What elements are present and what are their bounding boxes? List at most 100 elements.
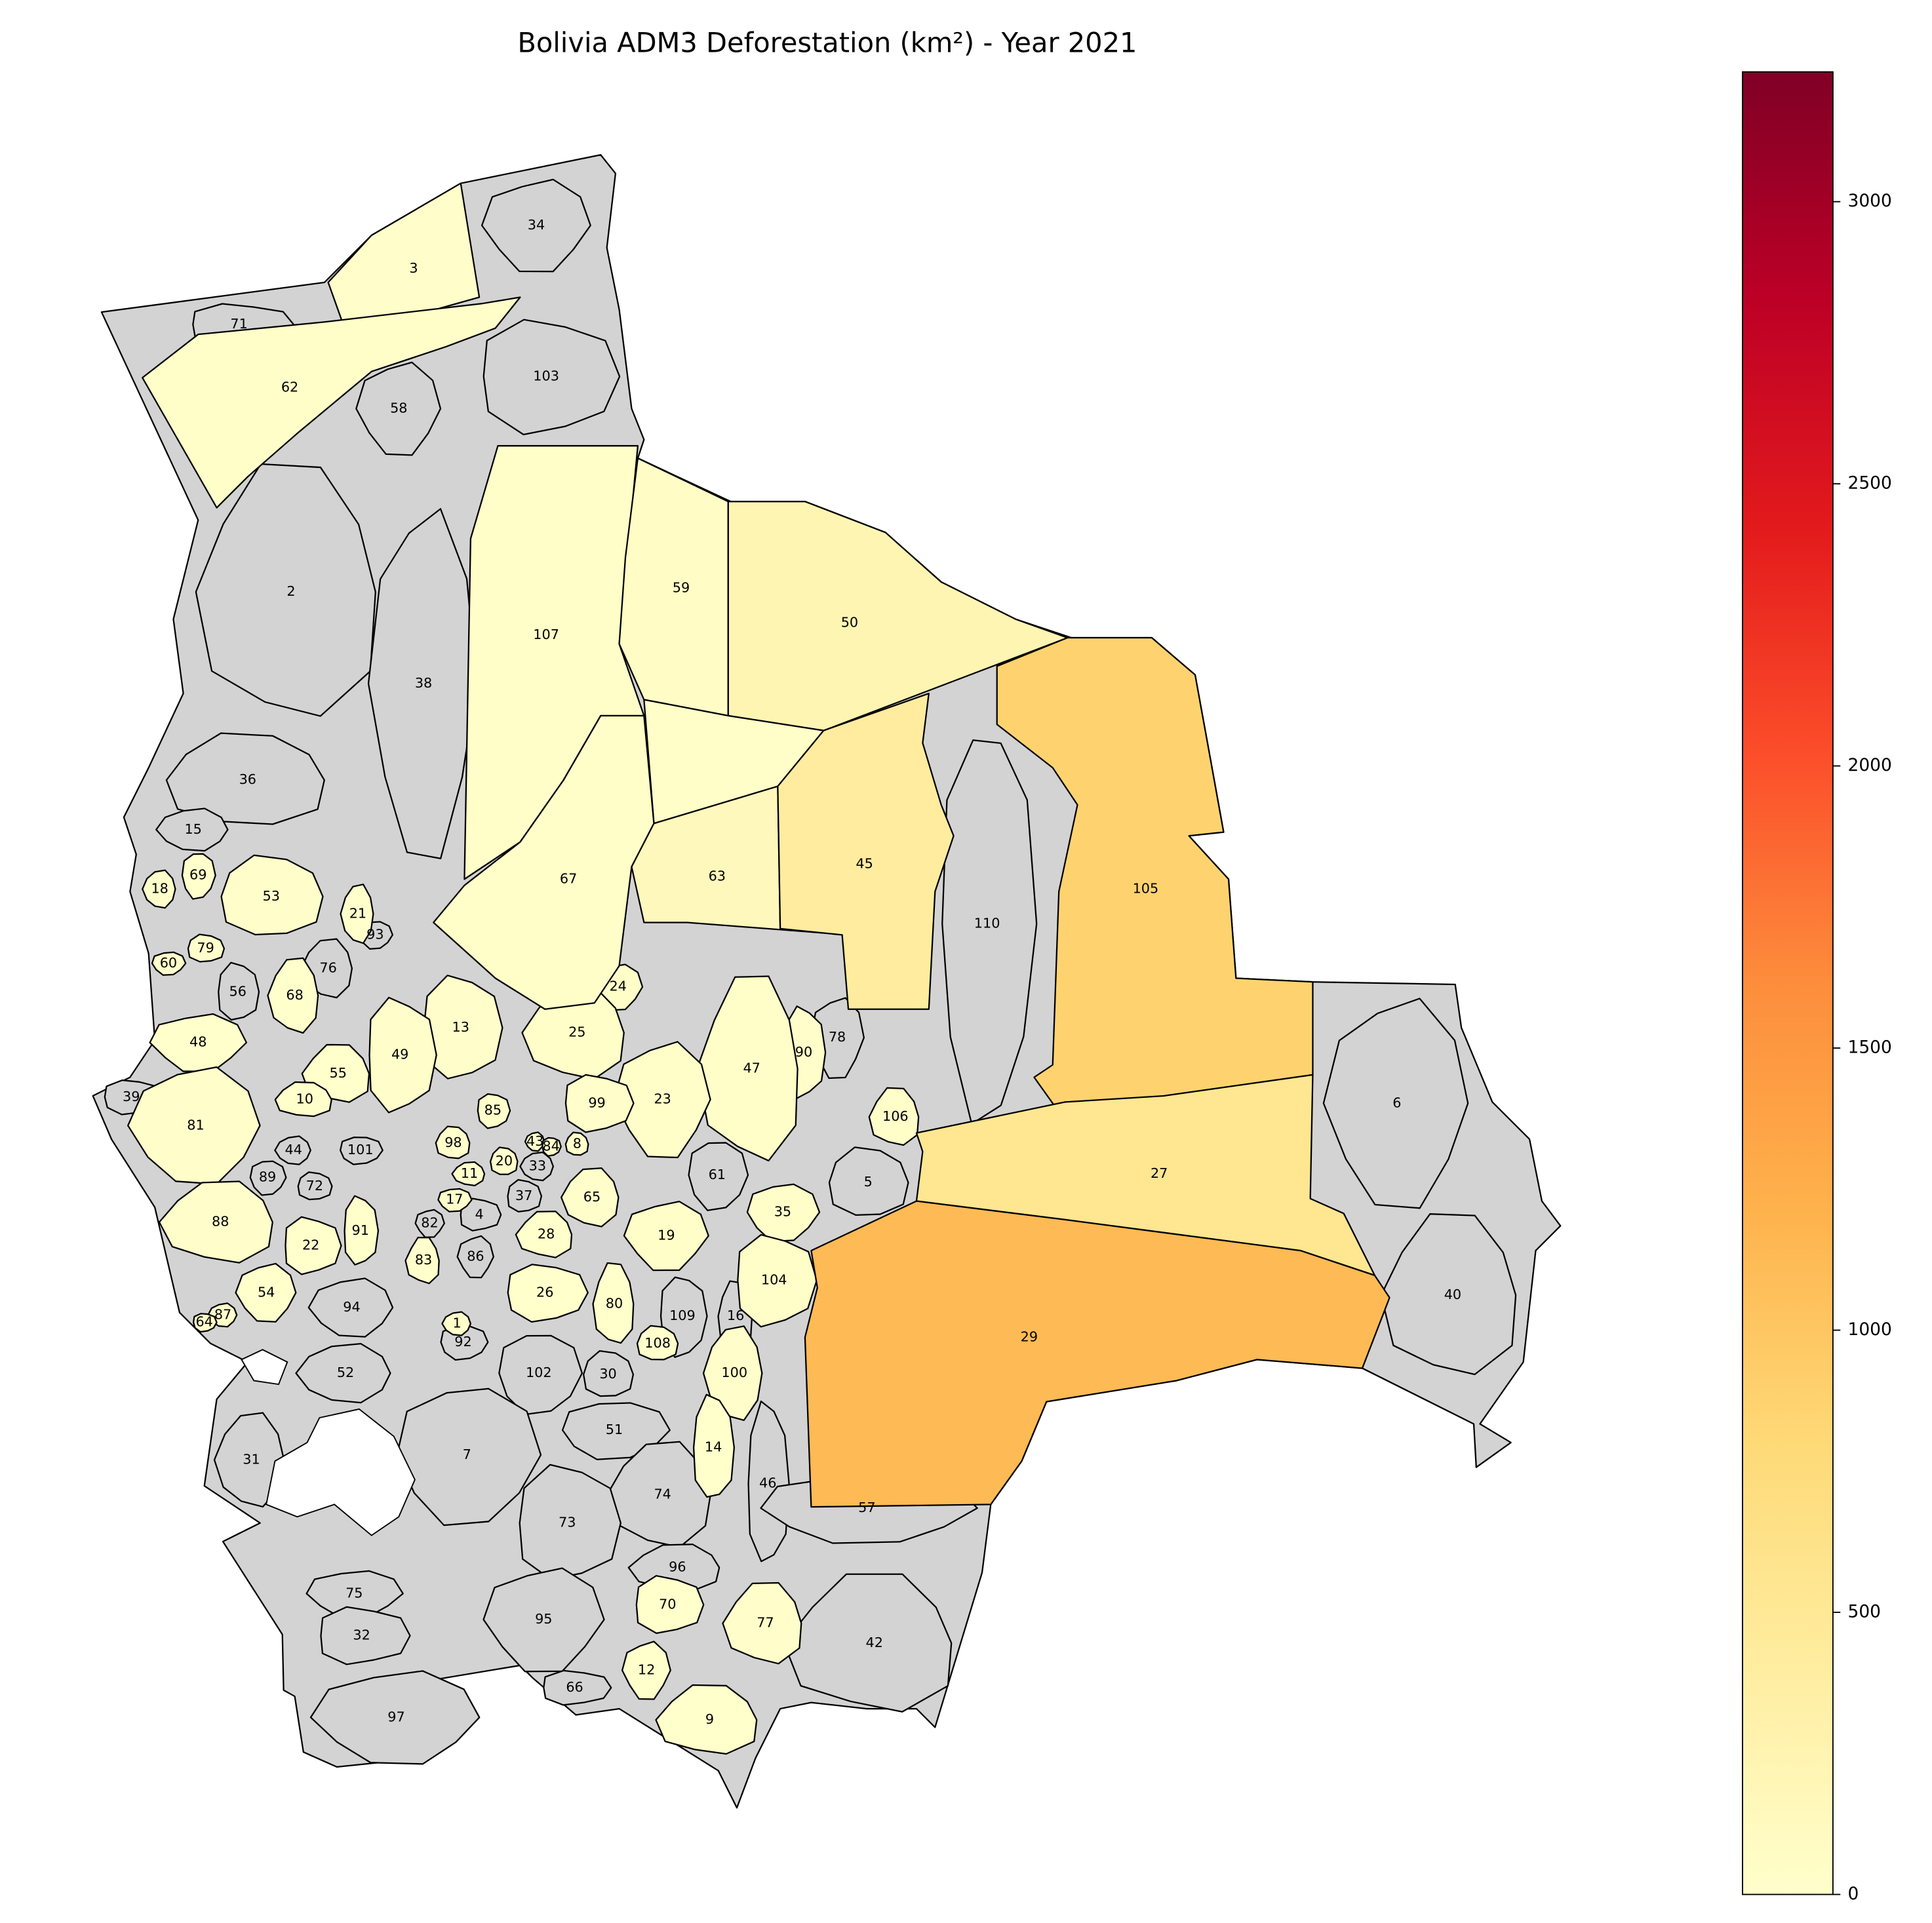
region [142, 296, 521, 509]
region-label: 98 [444, 1135, 462, 1150]
region-label: 109 [669, 1308, 696, 1323]
region [414, 1209, 445, 1238]
region-label: 45 [856, 856, 873, 872]
colorbar-tick-label: 0 [1848, 1884, 1859, 1904]
region-label: 97 [387, 1709, 404, 1724]
region-label: 19 [658, 1227, 675, 1243]
region-label: 9 [705, 1711, 714, 1727]
region [777, 692, 955, 1010]
region [339, 1136, 384, 1165]
region-label: 47 [743, 1060, 760, 1076]
region-label: 83 [415, 1252, 432, 1268]
colorbar-tick-label: 1500 [1848, 1038, 1892, 1058]
region-label: 89 [259, 1169, 276, 1185]
region [1322, 998, 1469, 1209]
region [692, 1393, 735, 1498]
region [437, 1188, 473, 1213]
region [746, 1183, 821, 1243]
region-label: 59 [673, 579, 690, 595]
region-label: 25 [568, 1024, 585, 1040]
region [623, 1200, 709, 1272]
region-label: 63 [709, 868, 726, 884]
region [320, 1606, 411, 1665]
region [688, 1142, 749, 1211]
region [543, 1669, 612, 1706]
region-label: 110 [974, 915, 1000, 931]
colorbar-gradient [1742, 71, 1834, 1895]
region-label: 103 [533, 368, 559, 383]
region-label: 32 [353, 1627, 370, 1643]
region-label: 30 [599, 1366, 616, 1382]
region-label: 31 [243, 1451, 260, 1467]
region-label: 68 [286, 987, 303, 1003]
region [195, 463, 376, 717]
region [220, 854, 324, 936]
region-label: 26 [536, 1284, 553, 1300]
region-label: 101 [347, 1142, 374, 1157]
region [249, 1160, 287, 1196]
region-label: 77 [757, 1615, 774, 1631]
region [192, 1313, 218, 1333]
region-label: 42 [865, 1635, 882, 1650]
region-label: 52 [337, 1365, 354, 1380]
region-label: 61 [709, 1167, 726, 1182]
region-label: 3 [409, 260, 418, 276]
region-label: 93 [366, 926, 384, 942]
region [481, 178, 591, 273]
region [274, 1135, 311, 1165]
region-label: 51 [606, 1422, 623, 1437]
region-label: 90 [795, 1044, 812, 1060]
map-title: Bolivia ADM3 Deforestation (km²) - Year … [517, 26, 1137, 58]
region-label: 74 [654, 1486, 671, 1502]
region-label: 73 [559, 1515, 576, 1530]
region [515, 1211, 573, 1258]
region [564, 1074, 635, 1133]
region-label: 96 [669, 1559, 686, 1575]
region [307, 1277, 394, 1338]
region-label: 15 [184, 821, 201, 837]
region-label: 69 [189, 867, 207, 883]
region [218, 961, 260, 1021]
region [564, 1131, 589, 1156]
region [367, 508, 478, 859]
region-label: 36 [239, 771, 256, 787]
region [561, 1167, 620, 1228]
region-label: 18 [151, 880, 168, 896]
region [151, 951, 187, 976]
region-label: 108 [644, 1335, 671, 1351]
region-label: 14 [705, 1439, 722, 1454]
region-label: 17 [446, 1192, 463, 1207]
region [267, 957, 319, 1034]
region-label: 56 [229, 983, 246, 999]
colorbar-tick-label: 3000 [1848, 191, 1892, 211]
region [456, 1235, 494, 1279]
region [507, 1264, 589, 1323]
region-label: 1 [452, 1315, 461, 1331]
region-label: 100 [721, 1365, 747, 1380]
region-label: 76 [319, 960, 336, 975]
region [142, 869, 176, 909]
region-label: 92 [454, 1334, 471, 1350]
region [295, 1343, 391, 1404]
region-label: 27 [1151, 1165, 1168, 1181]
region-label: 53 [262, 888, 279, 904]
region-label: 88 [212, 1214, 229, 1230]
region-label: 71 [230, 316, 247, 332]
region [702, 1325, 763, 1422]
region [149, 1013, 248, 1072]
region-label: 75 [345, 1585, 363, 1601]
region-label: 49 [391, 1047, 408, 1062]
region-label: 104 [761, 1272, 787, 1287]
region-label: 94 [343, 1299, 360, 1315]
region [404, 1236, 440, 1285]
region [915, 1074, 1376, 1277]
region [235, 1262, 297, 1323]
region-label: 87 [214, 1306, 231, 1322]
region-label: 12 [638, 1662, 655, 1678]
region [274, 1081, 332, 1117]
region [722, 1582, 802, 1665]
region-label: 35 [774, 1204, 791, 1220]
colorbar-tick-label: 2500 [1848, 473, 1892, 494]
